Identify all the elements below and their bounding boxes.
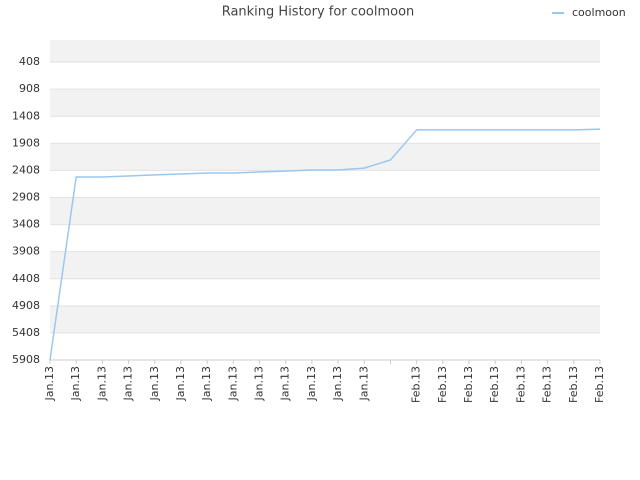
x-tick-label: Jan.13: [331, 366, 344, 401]
x-tick-label: Jan.13: [253, 366, 266, 401]
x-tick-label: Jan.13: [357, 366, 370, 401]
y-tick-label: 4408: [12, 272, 40, 285]
x-tick-label: Jan.13: [95, 366, 108, 401]
y-tick-label: 908: [19, 82, 40, 95]
data-line: [49, 128, 601, 361]
x-tick-label: Feb.13: [593, 366, 606, 403]
y-tick-label: 3408: [12, 218, 40, 231]
y-tick-label: 2908: [12, 191, 40, 204]
x-tick-label: Feb.13: [410, 366, 423, 403]
x-tick-label: Jan.13: [148, 366, 161, 401]
x-tick-label: Jan.13: [122, 366, 135, 401]
x-tick-label: Feb.13: [488, 366, 501, 403]
x-tick-label: Jan.13: [226, 366, 239, 401]
y-tick-label: 1408: [12, 109, 40, 122]
chart-title: Ranking History for coolmoon: [222, 5, 415, 20]
x-tick-label: Feb.13: [436, 366, 449, 403]
x-tick-label: Jan.13: [279, 366, 292, 401]
y-tick-label: 4908: [12, 299, 40, 312]
plot-band: [50, 89, 600, 117]
plot-band: [50, 224, 600, 252]
x-tick-label: Feb.13: [514, 366, 527, 403]
x-tick-label: Jan.13: [305, 366, 318, 401]
y-tick-label: 2408: [12, 163, 40, 176]
x-tick-label: Feb.13: [541, 366, 554, 403]
y-tick-label: 5908: [12, 353, 40, 366]
x-tick-label: Jan.13: [200, 366, 213, 401]
plot-band: [50, 332, 600, 360]
x-tick-label: Jan.13: [174, 366, 187, 401]
plot-band: [50, 278, 600, 306]
plot-band: [50, 251, 600, 279]
x-tick-label: Jan.13: [43, 366, 56, 401]
x-tick-label: Feb.13: [462, 366, 475, 403]
plot-band: [50, 305, 600, 333]
plot-band: [50, 170, 600, 198]
y-tick-label: 5408: [12, 326, 40, 339]
y-tick-label: 408: [19, 55, 40, 68]
plot-band: [50, 40, 600, 63]
x-tick-label: Feb.13: [567, 366, 580, 403]
y-tick-label: 3908: [12, 245, 40, 258]
legend-label: coolmoon: [572, 6, 626, 19]
plot-band: [50, 143, 600, 171]
plot-band: [50, 197, 600, 225]
plot-band: [50, 62, 600, 90]
y-tick-label: 1908: [12, 136, 40, 149]
x-tick-label: Jan.13: [69, 366, 82, 401]
